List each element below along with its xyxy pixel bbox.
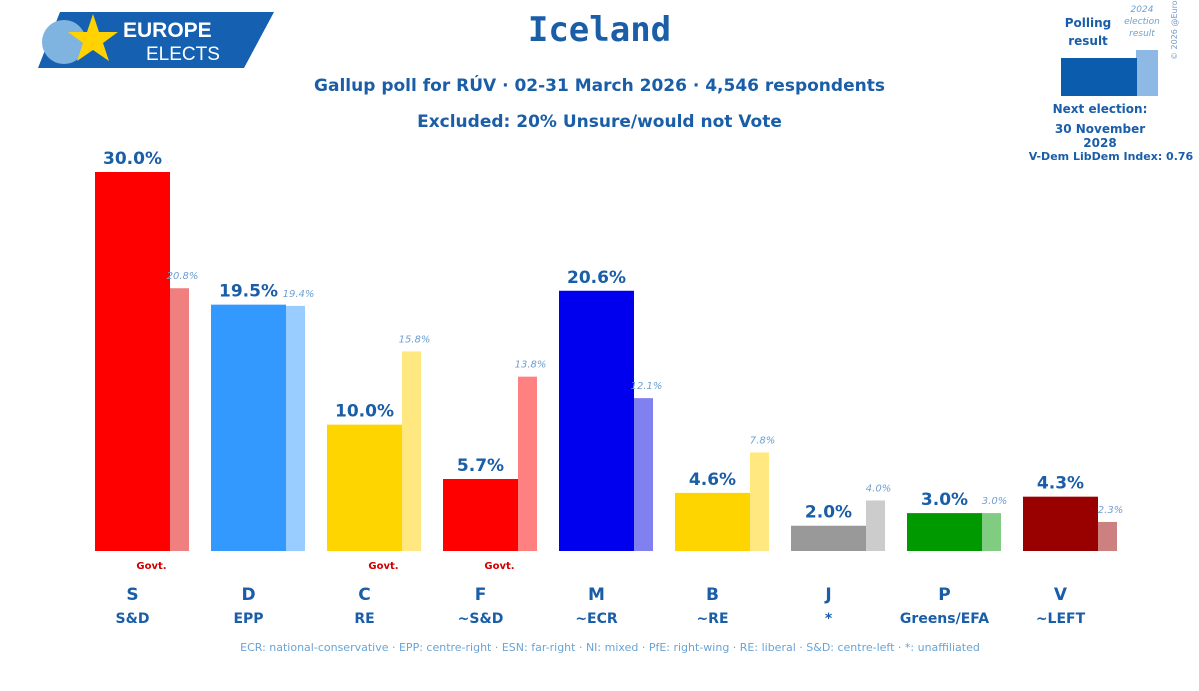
next-election-label: Next election: [1052,102,1148,116]
footer-group-legend: ECR: national-conservative · EPP: centre… [240,641,980,654]
legend-election-label: 2024 election result [1124,5,1160,39]
polling-value-label: 10.0% [335,402,394,422]
europe-elects-logo: EUROPE ELECTS [38,12,274,68]
party-label: D [241,585,255,605]
legend-election-swatch [1136,50,1158,96]
group-label: S&D [116,611,150,627]
election-bar [634,398,653,551]
party-label: J [824,585,831,605]
polling-bar [95,172,170,551]
group-label: ~ECR [575,611,618,627]
election-value-label: 19.4% [283,289,315,300]
polling-bar [907,513,982,551]
polling-value-label: 4.3% [1037,474,1084,494]
party-label: V [1054,585,1068,605]
group-label: * [825,611,833,627]
polling-bar [211,304,286,551]
election-value-label: 12.1% [631,381,663,392]
election-value-label: 3.0% [982,496,1007,507]
party-label: P [938,585,950,605]
election-value-label: 13.8% [515,360,547,371]
group-label: Greens/EFA [900,611,989,627]
election-value-label: 4.0% [866,483,891,494]
party-label: F [475,585,487,605]
party-label: B [706,585,719,605]
polling-value-label: 4.6% [689,470,736,490]
election-bar [982,513,1001,551]
polling-bar [675,492,750,551]
vdem-index: V-Dem LibDem Index: 0.76 [1028,150,1194,163]
polling-value-label: 3.0% [921,490,968,510]
group-label: RE [354,611,374,627]
logo-text-elects: ELECTS [146,44,220,65]
legend-polling-swatch [1061,58,1137,96]
election-bar [1098,521,1117,551]
polling-bar [443,478,518,551]
page-title: Iceland [527,10,672,50]
election-value-label: 7.8% [750,435,775,446]
election-value-label: 2.3% [1098,505,1123,516]
logo-text-europe: EUROPE [123,19,212,42]
logo-globe-icon [42,20,86,64]
group-label: EPP [233,611,263,627]
polling-bar [327,424,402,551]
polling-value-label: 5.7% [457,456,504,476]
election-bar [402,351,421,551]
group-label: ~LEFT [1036,611,1086,627]
polling-bar [1023,496,1098,551]
poll-subtitle: Gallup poll for RÚV · 02-31 March 2026 ·… [314,76,885,96]
next-election-date: 30 November 2028 [1054,122,1146,150]
legend [1061,50,1158,96]
polling-value-label: 2.0% [805,503,852,523]
polling-bar [791,525,866,551]
election-bar [518,376,537,551]
govt-marker: Govt. [368,561,398,572]
excluded-note: Excluded: 20% Unsure/would not Vote [417,112,782,132]
polling-bar [559,290,634,551]
election-bar [170,288,189,551]
party-label: C [358,585,370,605]
group-label: ~RE [696,611,728,627]
election-bar [750,452,769,551]
group-label: ~S&D [458,611,504,627]
polling-value-label: 20.6% [567,268,626,288]
legend-polling-label: Polling result [1064,16,1112,48]
govt-marker: Govt. [484,561,514,572]
election-bar [286,305,305,551]
party-label: S [126,585,138,605]
govt-marker: Govt. [136,561,166,572]
election-bar [866,500,885,551]
party-label: M [588,585,605,605]
logo-star-icon [68,14,118,61]
polling-value-label: 30.0% [103,149,162,169]
election-value-label: 20.8% [167,271,199,282]
election-value-label: 15.8% [399,334,431,345]
polling-value-label: 19.5% [219,282,278,302]
